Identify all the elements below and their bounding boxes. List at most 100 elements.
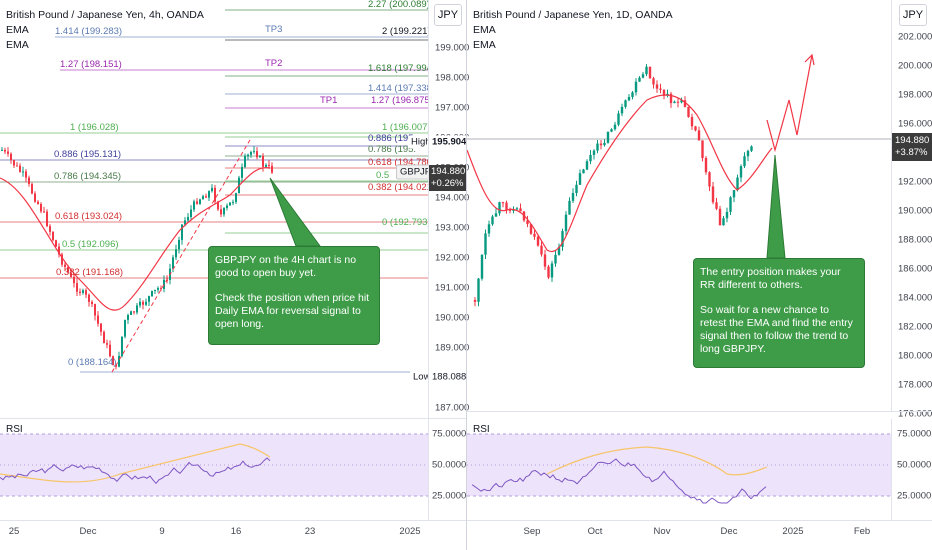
fib-right-05: 0.5 [376, 170, 390, 181]
left-candle [178, 239, 180, 250]
left-candle [82, 290, 84, 293]
right-rsi-axis[interactable]: 75.0000 50.0000 25.0000 [891, 419, 932, 520]
right-candle [746, 150, 750, 157]
right-xtick-nov: Nov [653, 526, 671, 537]
right-candle [627, 96, 631, 101]
left-chart-pane[interactable]: British Pound / Japanese Yen, 4h, OANDA … [0, 0, 470, 550]
left-currency-button[interactable]: JPY [434, 4, 462, 26]
left-candle [94, 304, 96, 316]
right-candle [697, 130, 701, 141]
right-candle [673, 101, 676, 104]
right-price-tick: 182.000 [898, 321, 932, 333]
fib-left-0786: 0.786 (194.345) [54, 171, 122, 182]
left-chart-title: British Pound / Japanese Yen, 4h, OANDA [6, 9, 204, 21]
left-candle [28, 177, 30, 184]
right-candle [515, 208, 519, 210]
right-candle [582, 169, 585, 174]
right-candle [659, 88, 662, 90]
right-rsi-tick-50: 50.0000 [897, 459, 932, 471]
left-candle [229, 202, 231, 206]
left-candle [172, 257, 174, 269]
right-candle [690, 116, 694, 127]
left-rsi-axis[interactable]: 75.0000 50.0000 25.0000 [428, 419, 466, 520]
left-xtick-25: 25 [8, 526, 20, 537]
left-candle [91, 301, 93, 305]
right-candle [669, 93, 673, 104]
right-candle [526, 220, 529, 225]
left-candle [88, 294, 90, 302]
left-candle [7, 151, 9, 154]
right-candle [484, 233, 487, 255]
left-last-price: 194.880 [431, 166, 466, 177]
left-candle [136, 305, 138, 313]
right-xtick-oct: Oct [587, 526, 603, 537]
left-candle [187, 217, 189, 221]
left-price-plot[interactable] [0, 0, 428, 418]
left-xtick-9: 9 [159, 526, 165, 537]
target-tp1: TP1 [320, 95, 338, 106]
pane-divider[interactable] [466, 0, 467, 550]
fib-left-0: 0 (188.164) [68, 357, 117, 368]
left-candle [1, 149, 3, 151]
high-label: High [408, 135, 434, 149]
left-candle [118, 355, 120, 367]
left-candle [271, 165, 273, 173]
right-candle [718, 208, 722, 226]
left-candle [184, 220, 186, 225]
left-candle [190, 209, 192, 218]
right-price-axis[interactable]: JPY 202.000200.000198.000196.000194.0001… [891, 0, 932, 420]
right-candle [533, 233, 536, 237]
left-time-axis[interactable]: 25 Dec 9 16 23 2025 [0, 520, 466, 550]
left-candle [121, 336, 123, 356]
right-change: +3.87% [895, 147, 928, 158]
right-xtick-dec: Dec [720, 526, 738, 537]
left-ema-2[interactable]: EMA [6, 39, 29, 51]
right-candle [578, 173, 582, 185]
right-candle [473, 300, 477, 302]
right-currency-button[interactable]: JPY [899, 4, 927, 26]
right-candle [613, 124, 617, 130]
fib-left-1414: 1.414 (199.283) [55, 26, 123, 37]
left-candle [67, 266, 69, 273]
right-ema-1[interactable]: EMA [473, 24, 496, 36]
right-candle [498, 202, 501, 214]
target-tp3: TP3 [265, 24, 283, 35]
left-candle [76, 283, 78, 292]
left-candle [253, 151, 255, 153]
right-chart-pane[interactable]: British Pound / Japanese Yen, 1D, OANDA … [467, 0, 932, 550]
low-label: Low [410, 370, 434, 384]
left-rsi-plot[interactable] [0, 419, 428, 520]
fib-left-05: 0.5 (192.096) [62, 239, 119, 250]
right-rsi-label: RSI [473, 424, 490, 435]
left-price-tick: 187.000 [435, 402, 470, 414]
left-candle [205, 196, 207, 198]
left-candle [157, 288, 159, 290]
left-candle [19, 165, 21, 172]
left-xtick-2025: 2025 [399, 526, 421, 537]
right-rsi-separator [467, 411, 932, 412]
right-rsi-tick-25: 25.0000 [897, 490, 932, 502]
left-candle [226, 205, 228, 208]
right-candle [487, 224, 491, 234]
left-note: GBPJPY on the 4H chart is no good to ope… [208, 246, 380, 345]
left-candle [10, 153, 12, 161]
left-price-axis[interactable]: JPY 199.000198.000197.000196.000195.0001… [428, 0, 470, 418]
left-candle [55, 240, 57, 247]
left-candle [106, 343, 108, 345]
right-rsi-plot[interactable] [467, 419, 891, 520]
right-candle [592, 150, 596, 155]
right-price-tick: 200.000 [898, 60, 932, 72]
left-candle [145, 301, 147, 305]
right-ema-2[interactable]: EMA [473, 39, 496, 51]
target-tp2: TP2 [265, 58, 283, 69]
right-price-tick: 202.000 [898, 31, 932, 43]
left-candle [148, 296, 150, 302]
fib-right-2: 2 (199.221) [382, 26, 431, 37]
right-last-price: 194.880 [895, 135, 930, 146]
left-candle [43, 211, 45, 213]
left-ema-1[interactable]: EMA [6, 24, 29, 36]
right-legend: British Pound / Japanese Yen, 1D, OANDA … [473, 8, 673, 53]
right-price-plot[interactable] [467, 0, 891, 411]
right-time-axis[interactable]: Sep Oct Nov Dec 2025 Feb [467, 520, 932, 550]
left-price-tick: 193.000 [435, 222, 470, 234]
